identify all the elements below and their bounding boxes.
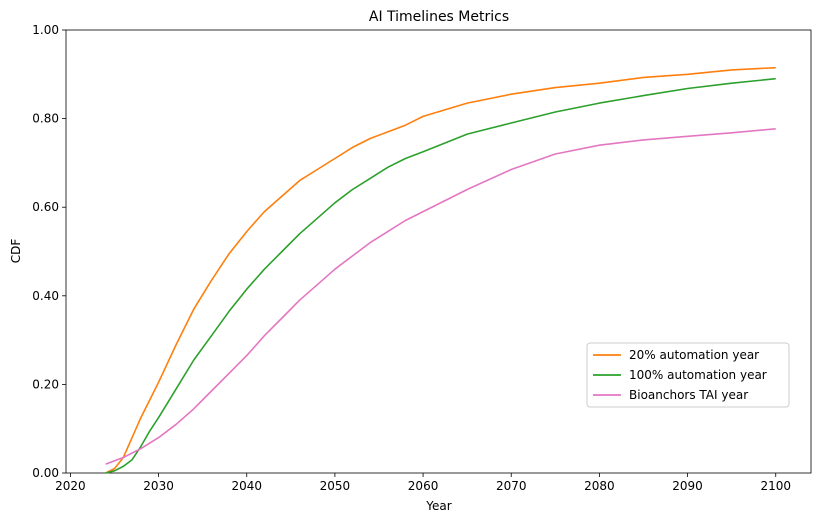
x-tick-label: 2100 (760, 479, 791, 493)
plot-area (65, 29, 812, 474)
series-line-1 (105, 77, 776, 474)
y-tick-label: 0.20 (32, 377, 59, 391)
legend-label: Bioanchors TAI year (629, 388, 748, 402)
x-tick-label: 2080 (584, 479, 615, 493)
chart-title: AI Timelines Metrics (369, 9, 509, 25)
x-tick-label: 2060 (408, 479, 439, 493)
y-axis-label: CDF (9, 239, 23, 264)
y-axis: 0.00 0.20 0.40 0.60 0.80 1.00 (32, 23, 66, 480)
y-tick-label: 1.00 (32, 23, 59, 37)
x-tick-label: 2040 (231, 479, 262, 493)
x-axis: 2020 2030 2040 2050 2060 2070 2080 2090 2100 (55, 473, 791, 493)
series-layer (105, 66, 776, 474)
series-line-0 (105, 66, 776, 474)
x-tick-label: 2070 (496, 479, 527, 493)
x-tick-label: 2030 (143, 479, 174, 493)
x-tick-label: 2090 (672, 479, 703, 493)
plot-frame (65, 29, 812, 474)
legend-label: 100% automation year (629, 368, 767, 382)
x-axis-label: Year (425, 499, 451, 513)
x-tick-label: 2050 (320, 479, 351, 493)
legend: 20% automation year 100% automation year B… (586, 342, 790, 408)
legend-box (586, 342, 790, 408)
y-tick-label: 0.40 (32, 289, 59, 303)
y-tick-label: 0.00 (32, 466, 59, 480)
y-tick-label: 0.80 (32, 112, 59, 126)
x-tick-label: 2020 (55, 479, 86, 493)
legend-label: 20% automation year (629, 348, 759, 362)
series-line-2 (105, 128, 776, 465)
y-tick-label: 0.60 (32, 200, 59, 214)
